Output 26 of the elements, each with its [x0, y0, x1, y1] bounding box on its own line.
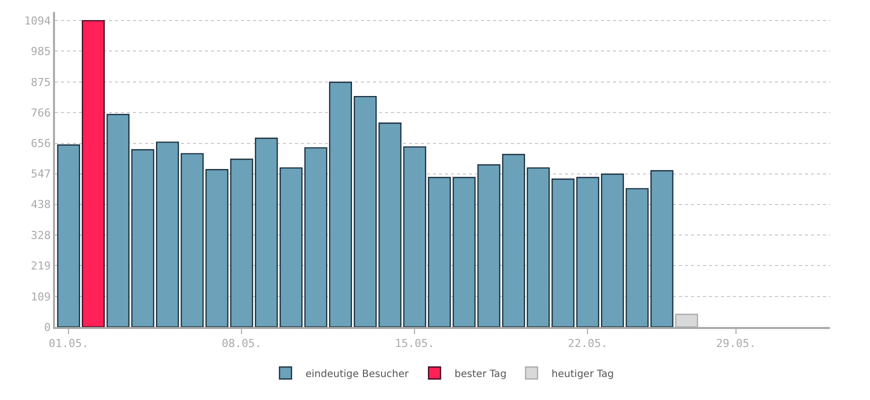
y-tick-label: 547	[30, 168, 51, 181]
legend-label: bester Tag	[454, 368, 507, 380]
bar	[131, 149, 154, 327]
x-tick-label: 08.05.	[222, 337, 262, 350]
y-tick-label: 766	[30, 106, 51, 120]
y-tick-label: 438	[30, 198, 51, 212]
bar	[576, 176, 600, 327]
x-tick-label: 01.05.	[48, 337, 88, 350]
y-tick-label: 656	[30, 137, 51, 150]
bar	[650, 170, 674, 327]
y-tick-label: 985	[30, 45, 51, 58]
legend-label: eindeutige Besucher	[306, 368, 410, 380]
y-tick-label: 219	[30, 260, 51, 273]
legend-label: heutiger Tag	[552, 368, 614, 380]
bar	[57, 144, 80, 327]
x-tick-label: 29.05.	[716, 337, 756, 350]
y-tick-label: 0	[44, 320, 51, 334]
x-tick-label: 15.05.	[394, 337, 435, 350]
bar	[354, 96, 377, 327]
y-tick-label: 1094	[24, 14, 52, 28]
bar	[106, 114, 130, 327]
x-tick-label: 22.05.	[568, 337, 608, 350]
y-tick-label: 875	[30, 76, 51, 89]
bar	[82, 20, 105, 327]
y-tick-label: 109	[30, 290, 51, 304]
y-tick-label: 328	[30, 229, 51, 242]
